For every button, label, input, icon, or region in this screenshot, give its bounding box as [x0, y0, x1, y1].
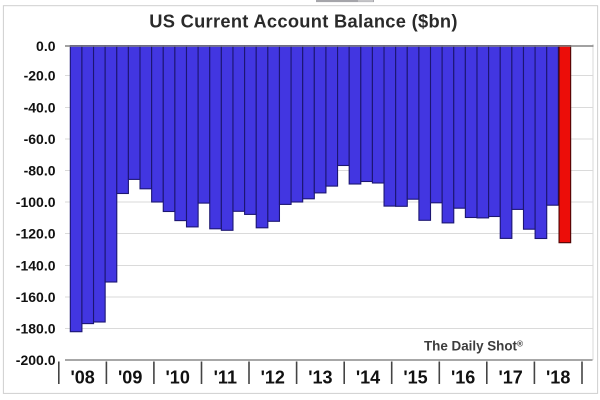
- svg-text:'16: '16: [451, 367, 475, 387]
- svg-text:'11: '11: [214, 367, 237, 387]
- svg-text:'13: '13: [308, 367, 332, 387]
- svg-text:-20.0: -20.0: [24, 68, 56, 84]
- svg-text:'08: '08: [70, 367, 94, 387]
- svg-text:The Daily Shot®: The Daily Shot®: [424, 339, 523, 354]
- svg-text:0.0: 0.0: [36, 38, 56, 54]
- svg-text:-40.0: -40.0: [24, 99, 56, 115]
- svg-text:'10: '10: [166, 367, 190, 387]
- svg-text:'15: '15: [403, 367, 427, 387]
- svg-text:-200.0: -200.0: [16, 352, 56, 368]
- svg-text:US Current Account Balance ($b: US Current Account Balance ($bn): [149, 10, 458, 31]
- svg-text:-100.0: -100.0: [16, 194, 56, 210]
- svg-text:-60.0: -60.0: [24, 131, 56, 147]
- svg-text:'17: '17: [498, 367, 522, 387]
- svg-text:-180.0: -180.0: [16, 321, 56, 337]
- svg-text:'09: '09: [118, 367, 142, 387]
- svg-text:-80.0: -80.0: [24, 163, 56, 179]
- svg-text:'18: '18: [546, 367, 570, 387]
- svg-text:-120.0: -120.0: [16, 226, 56, 242]
- svg-text:-160.0: -160.0: [16, 289, 56, 305]
- svg-text:-140.0: -140.0: [16, 257, 56, 273]
- svg-text:'14: '14: [356, 367, 380, 387]
- svg-text:'12: '12: [261, 367, 285, 387]
